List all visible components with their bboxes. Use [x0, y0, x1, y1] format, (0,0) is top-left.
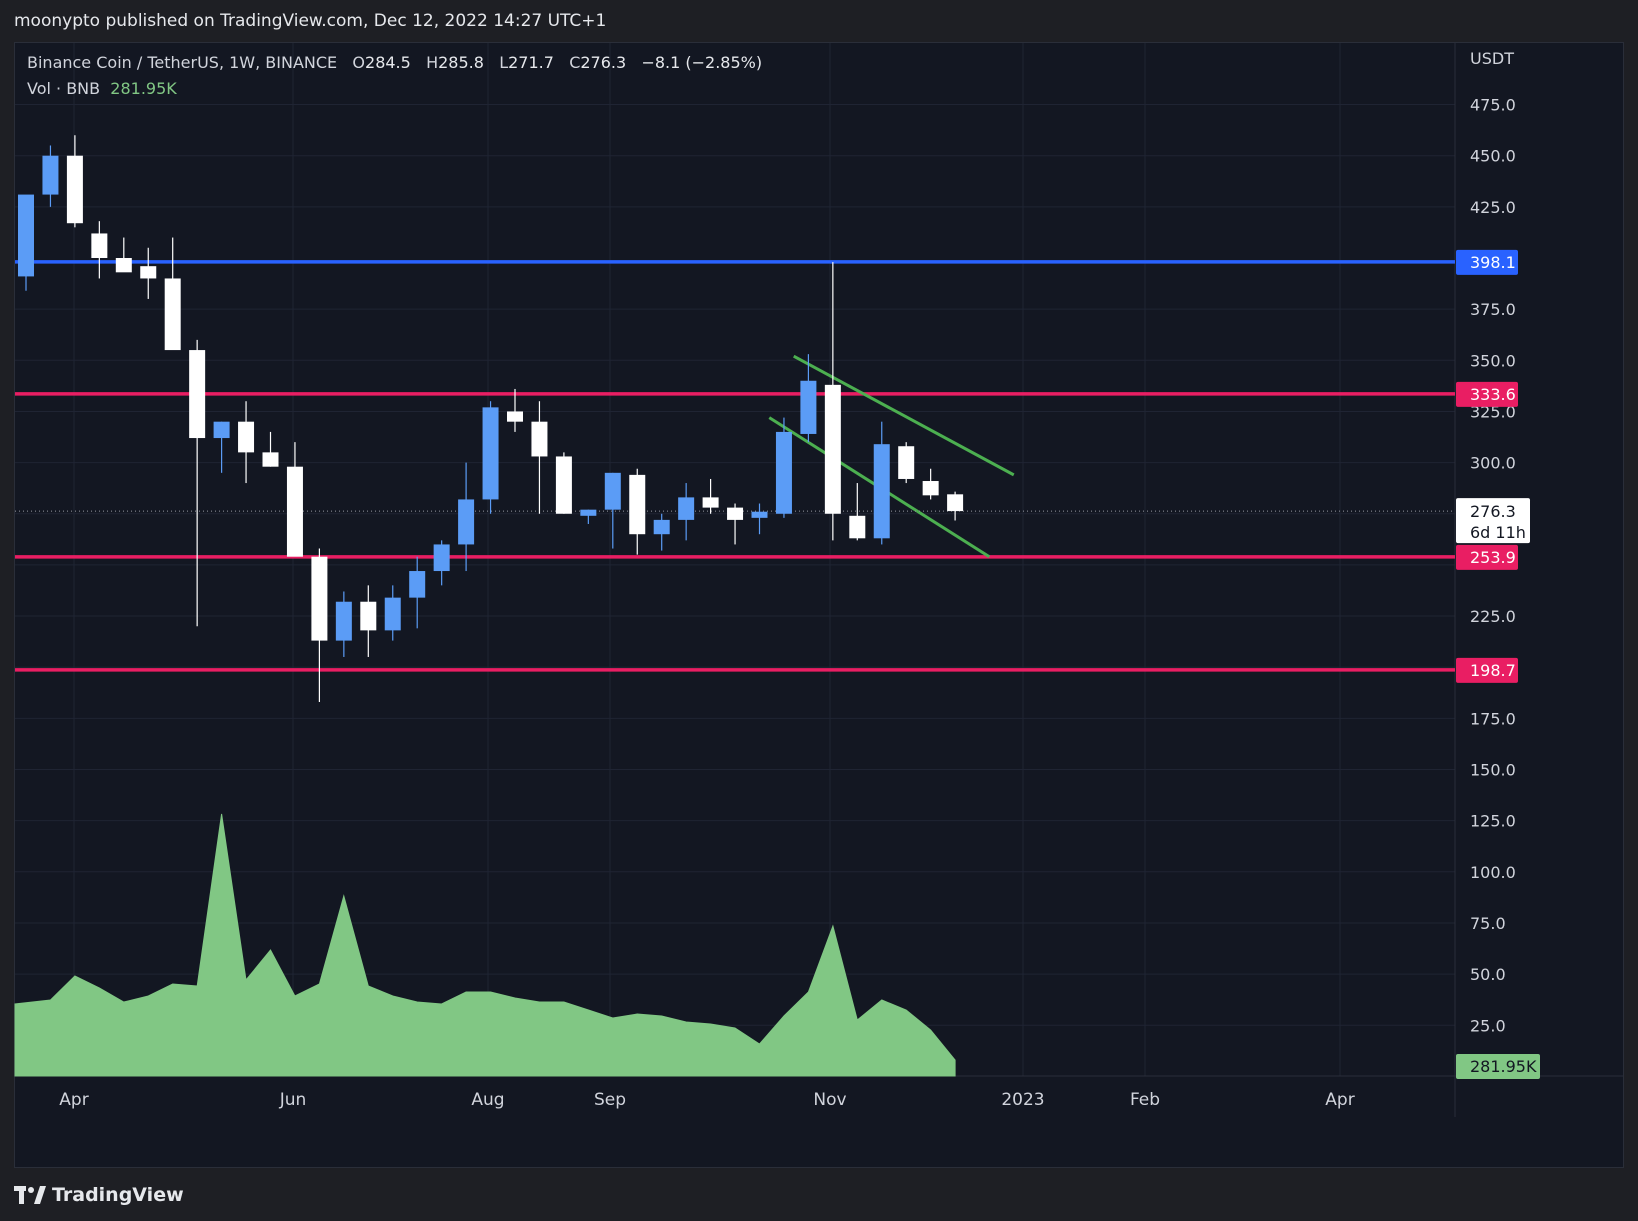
time-tick-label: 2023	[1001, 1090, 1044, 1110]
volume-label[interactable]: Vol · BNB	[27, 79, 101, 98]
open-value: 284.5	[365, 53, 411, 72]
symbol-legend: Binance Coin / TetherUS, 1W, BINANCE O28…	[27, 53, 762, 72]
candle-body[interactable]	[702, 497, 719, 508]
tradingview-brand: TradingView	[52, 1184, 184, 1206]
price-tick-label: 100.0	[1470, 863, 1516, 882]
candle-body[interactable]	[604, 472, 621, 510]
candle-body[interactable]	[384, 597, 401, 631]
candle-body[interactable]	[311, 556, 328, 641]
countdown-text: 6d 11h	[1470, 523, 1526, 542]
open-label: O	[352, 53, 366, 72]
change-value: −8.1 (−2.85%)	[641, 53, 763, 72]
time-tick-label: Jun	[279, 1090, 307, 1110]
price-tick-label: 25.0	[1470, 1016, 1506, 1035]
candle-body[interactable]	[873, 444, 890, 539]
price-tick-label: 350.0	[1470, 351, 1516, 370]
candle-body[interactable]	[849, 515, 866, 539]
price-tick-label: 225.0	[1470, 607, 1516, 626]
volume-legend: Vol · BNB 281.95K	[27, 79, 177, 98]
low-value: 271.7	[508, 53, 554, 72]
candle-body[interactable]	[262, 452, 279, 467]
currency-label: USDT	[1470, 49, 1514, 68]
low-label: L	[499, 53, 509, 72]
candle-body[interactable]	[482, 407, 499, 500]
candle-body[interactable]	[653, 519, 670, 535]
candle-body[interactable]	[433, 544, 450, 572]
candle-body[interactable]	[66, 155, 83, 224]
level-badge-text: 398.1	[1470, 253, 1516, 272]
time-tick-label: Sep	[594, 1090, 626, 1110]
candle-body[interactable]	[286, 466, 303, 557]
candle-body[interactable]	[115, 258, 132, 273]
volume-badge	[1456, 1054, 1540, 1079]
candle-body[interactable]	[775, 431, 792, 514]
volume-area	[14, 813, 956, 1077]
candle-body[interactable]	[800, 380, 817, 434]
time-tick-label: Aug	[471, 1090, 504, 1110]
candle-body[interactable]	[824, 384, 841, 514]
price-tick-label: 475.0	[1470, 96, 1516, 115]
candle-body[interactable]	[409, 571, 426, 598]
candle-body[interactable]	[189, 350, 206, 439]
candle-body[interactable]	[458, 499, 475, 545]
price-tick-label: 125.0	[1470, 812, 1516, 831]
candle-body[interactable]	[678, 497, 695, 520]
price-tick-label: 300.0	[1470, 454, 1516, 473]
price-tick-label: 150.0	[1470, 761, 1516, 780]
time-tick-label: Feb	[1130, 1090, 1160, 1110]
high-value: 285.8	[438, 53, 484, 72]
price-tick-label: 75.0	[1470, 914, 1506, 933]
top-bar: moonypto published on TradingView.com, D…	[0, 0, 1638, 42]
candle-body[interactable]	[91, 233, 108, 258]
price-tick-label: 50.0	[1470, 965, 1506, 984]
price-tick-label: 375.0	[1470, 300, 1516, 319]
volume-value: 281.95K	[110, 79, 177, 98]
last-price-badge	[1456, 498, 1530, 544]
high-label: H	[426, 53, 439, 72]
candle-body[interactable]	[164, 278, 181, 351]
candle-body[interactable]	[238, 421, 255, 453]
price-tick-label: 325.0	[1470, 402, 1516, 421]
time-tick-label: Apr	[1325, 1090, 1354, 1110]
tradingview-logo-icon	[14, 1186, 46, 1204]
symbol-name[interactable]: Binance Coin / TetherUS, 1W, BINANCE	[27, 53, 338, 72]
footer	[0, 1168, 1638, 1221]
candle-body[interactable]	[335, 601, 352, 641]
level-badge-333.6	[1456, 381, 1518, 407]
close-value: 276.3	[580, 53, 627, 72]
candle-body[interactable]	[751, 511, 768, 518]
price-tick-label: 425.0	[1470, 198, 1516, 217]
candle-body[interactable]	[18, 194, 34, 277]
candle-body[interactable]	[531, 421, 548, 457]
level-badge-398.1	[1456, 249, 1518, 275]
candle-body[interactable]	[629, 474, 646, 535]
candle-body[interactable]	[213, 421, 230, 439]
candle-body[interactable]	[727, 507, 744, 520]
candle-body[interactable]	[898, 446, 915, 479]
candle-body[interactable]	[922, 481, 939, 496]
close-label: C	[569, 53, 581, 72]
published-info: moonypto published on TradingView.com, D…	[14, 11, 607, 31]
trend-line-1	[793, 354, 1015, 477]
candle-body[interactable]	[947, 494, 964, 512]
last-price-text: 276.3	[1470, 502, 1516, 521]
candle-body[interactable]	[140, 266, 157, 279]
level-badge-198.7	[1456, 657, 1518, 683]
candle-body[interactable]	[360, 601, 377, 631]
level-badge-253.9	[1456, 544, 1518, 570]
level-badge-text: 198.7	[1470, 661, 1516, 680]
price-tick-label: 450.0	[1470, 147, 1516, 166]
time-tick-label: Apr	[59, 1090, 88, 1110]
time-tick-label: Nov	[813, 1090, 846, 1110]
volume-badge-text: 281.95K	[1470, 1057, 1537, 1076]
level-badge-text: 333.6	[1470, 385, 1516, 404]
candle-body[interactable]	[507, 411, 523, 422]
candle-body[interactable]	[555, 456, 572, 514]
candle-body[interactable]	[580, 509, 597, 516]
price-tick-label: 175.0	[1470, 709, 1516, 728]
level-badge-text: 253.9	[1470, 548, 1516, 567]
tradingview-logo[interactable]: TradingView	[14, 1183, 184, 1207]
candle-body[interactable]	[42, 155, 59, 195]
